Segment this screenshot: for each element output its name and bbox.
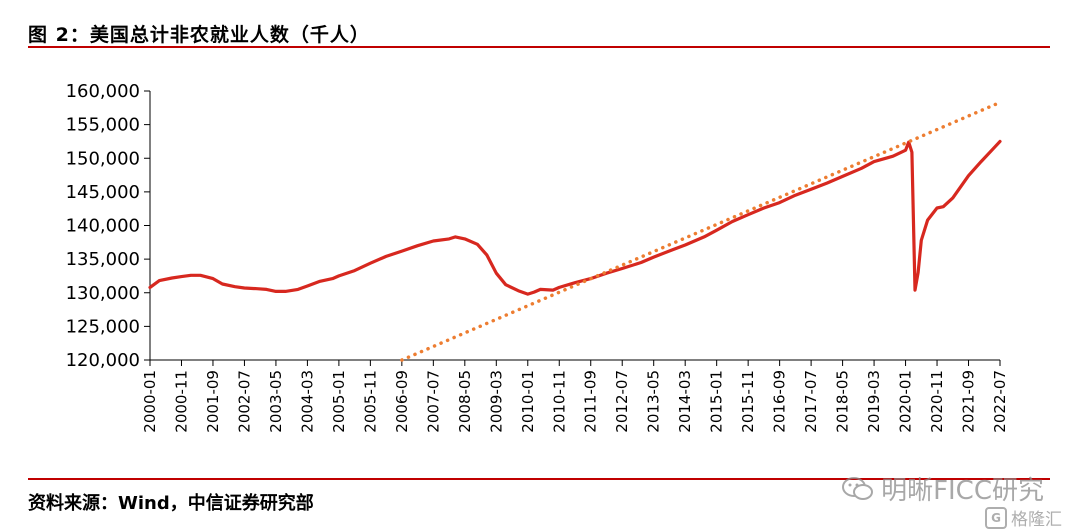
x-tick-label: 2020-01 — [897, 370, 915, 433]
x-tick-label: 2006-09 — [393, 370, 411, 433]
wechat-icon — [842, 476, 874, 500]
y-tick-label: 135,000 — [66, 249, 140, 270]
watermark-text: 明晰FICC研究 — [881, 476, 1044, 506]
y-tick-label: 160,000 — [66, 81, 140, 102]
x-tick-label: 2000-01 — [141, 370, 159, 433]
x-tick-label: 2001-09 — [204, 370, 222, 433]
x-tick-label: 2015-01 — [708, 370, 726, 433]
x-tick-label: 2010-01 — [519, 370, 537, 433]
chart-title: 图 2：美国总计非农就业人数（千人） — [28, 24, 370, 46]
y-tick-label: 150,000 — [66, 148, 140, 169]
x-tick-label: 2003-05 — [267, 370, 285, 433]
bottom-rule — [28, 478, 1050, 480]
top-rule — [28, 46, 1050, 48]
x-tick-label: 2013-05 — [645, 370, 663, 433]
x-axis: 2000-01 2000-11 2001-09 2002-07 2003-05 2004-… — [141, 359, 1009, 433]
x-tick-label: 2011-09 — [582, 370, 600, 433]
y-tick-label: 145,000 — [66, 182, 140, 203]
x-tick-label: 2012-07 — [613, 370, 631, 433]
y-tick-label: 140,000 — [66, 216, 140, 237]
source-note: 资料来源：Wind，中信证券研究部 — [28, 493, 314, 514]
x-tick-label: 2016-09 — [771, 370, 789, 433]
y-tick-label: 130,000 — [66, 283, 140, 304]
x-tick-label: 2005-11 — [361, 370, 379, 433]
gelonghui-logo-icon: G — [985, 506, 1007, 529]
x-tick-label: 2004-03 — [298, 370, 316, 433]
y-tick-label: 125,000 — [66, 316, 140, 337]
x-tick-label: 2010-11 — [550, 370, 568, 433]
x-tick-label: 2005-01 — [330, 370, 348, 433]
x-tick-label: 2000-11 — [172, 370, 190, 433]
x-tick-label: 2014-03 — [676, 370, 694, 433]
watermark: 明晰FICC研究 — [841, 470, 1044, 507]
watermark-secondary: G 格隆汇 — [985, 505, 1062, 530]
x-tick-label: 2021-09 — [960, 370, 978, 433]
line-chart: 120,000 125,000 130,000 135,000 140,000 145,0… — [66, 81, 1009, 433]
trend-line — [400, 100, 1002, 362]
x-tick-label: 2015-11 — [739, 370, 757, 433]
series-layer — [148, 100, 1002, 362]
y-tick-label: 120,000 — [66, 350, 140, 371]
x-tick-label: 2019-03 — [865, 370, 883, 433]
x-tick-label: 2002-07 — [235, 370, 253, 433]
x-tick-label: 2017-07 — [802, 370, 820, 433]
x-tick-label: 2008-05 — [456, 370, 474, 433]
payrolls-series-line — [148, 139, 1002, 296]
x-tick-label: 2020-11 — [928, 370, 946, 433]
watermark-text-secondary: 格隆汇 — [1011, 510, 1062, 530]
x-tick-label: 2022-07 — [991, 370, 1009, 433]
y-tick-label: 155,000 — [66, 115, 140, 136]
x-tick-label: 2007-07 — [424, 370, 442, 433]
x-tick-label: 2018-05 — [834, 370, 852, 433]
y-axis: 120,000 125,000 130,000 135,000 140,000 145,0… — [66, 81, 151, 371]
x-tick-label: 2009-03 — [487, 370, 505, 433]
